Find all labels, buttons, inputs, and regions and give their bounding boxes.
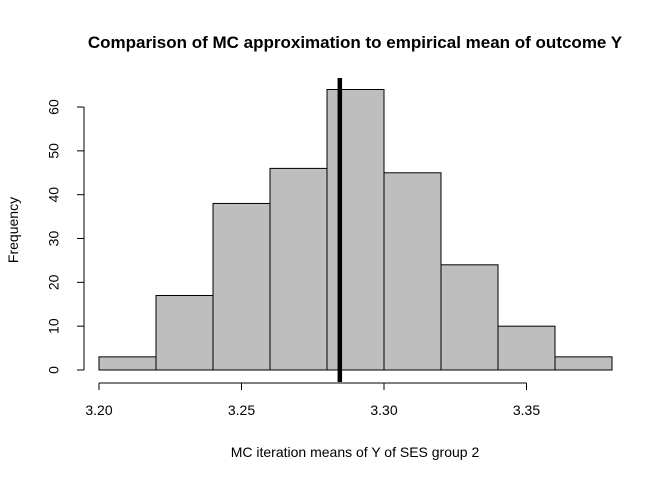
y-axis-label: Frequency: [5, 197, 21, 263]
x-axis: 3.20 3.25 3.30 3.35: [85, 382, 540, 418]
histogram-bar: [383, 172, 442, 371]
histogram-bar: [326, 89, 385, 371]
y-tick-label: 10: [46, 318, 62, 334]
y-tick-label: 30: [46, 231, 62, 247]
histogram-bar: [269, 167, 328, 371]
x-tick-label: 3.20: [85, 402, 112, 418]
y-tick-label: 40: [46, 187, 62, 203]
y-tick-label: 20: [46, 274, 62, 290]
x-axis-label: MC iteration means of Y of SES group 2: [231, 444, 480, 460]
y-tick-label: 0: [46, 366, 62, 374]
x-tick-label: 3.35: [513, 402, 540, 418]
y-axis: 0 10 20 30 40 50 60: [46, 99, 85, 374]
x-tick-label: 3.25: [228, 402, 255, 418]
histogram-bar: [497, 325, 556, 371]
histogram-bar: [212, 202, 271, 371]
y-tick-label: 60: [46, 99, 62, 115]
y-tick-label: 50: [46, 143, 62, 159]
histogram-bar: [554, 356, 613, 371]
bars-group: [98, 89, 613, 371]
histogram-bar: [155, 294, 214, 371]
chart-title: Comparison of MC approximation to empiri…: [88, 33, 623, 52]
histogram-bar: [98, 356, 157, 371]
histogram-bar: [440, 264, 499, 371]
x-tick-label: 3.30: [370, 402, 397, 418]
